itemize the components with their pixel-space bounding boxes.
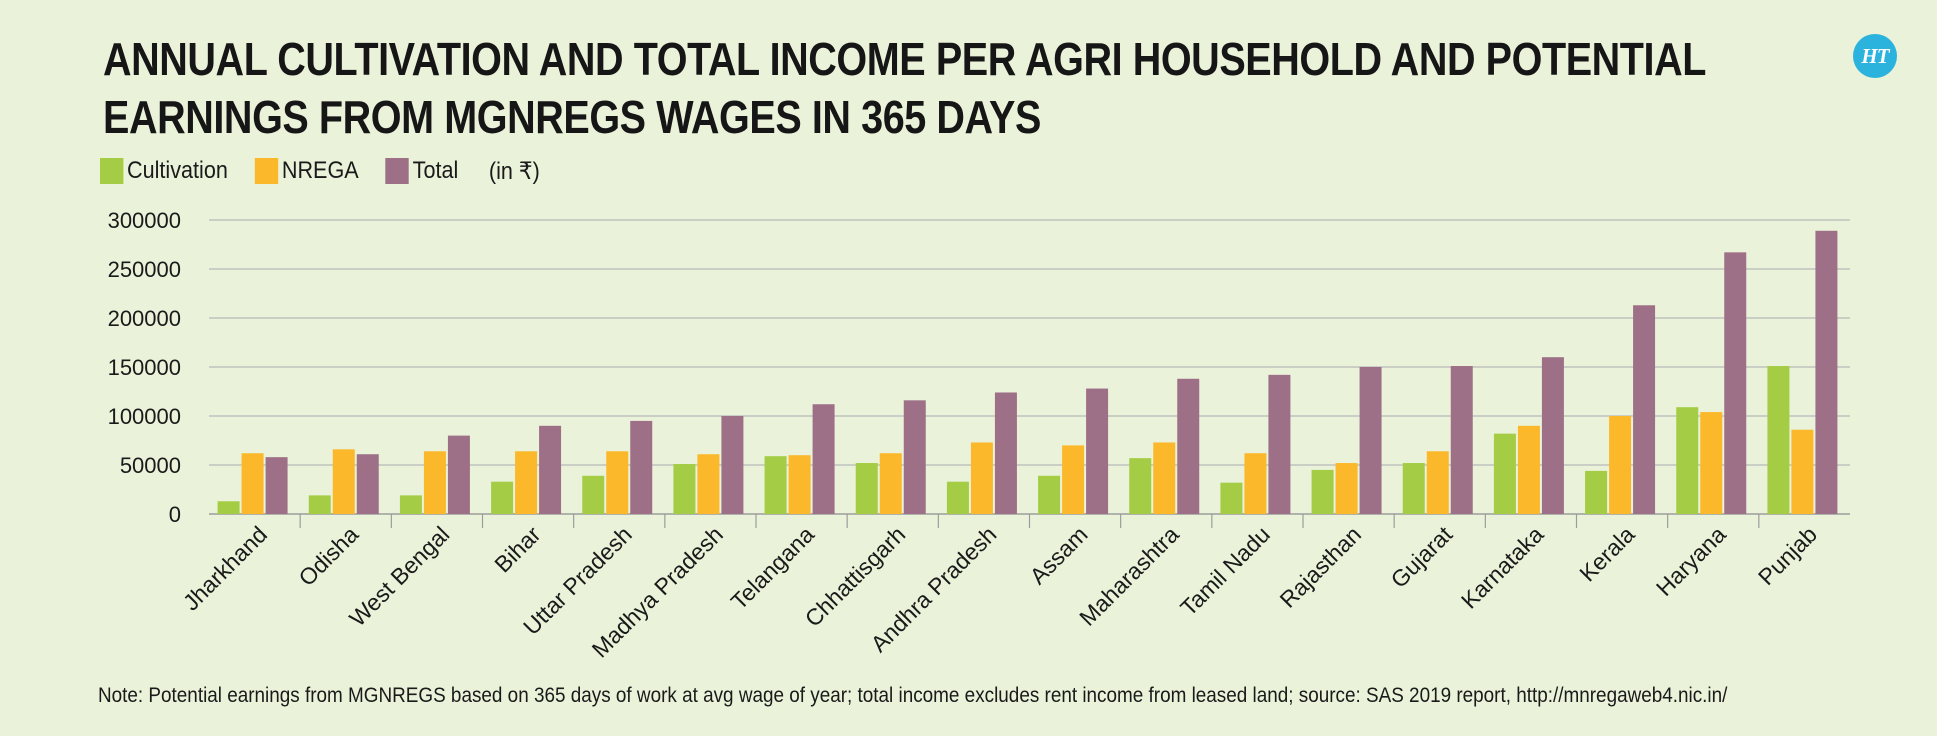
ht-logo: HT	[1853, 34, 1897, 78]
x-tick-label-telangana: Telangana	[726, 521, 820, 615]
chart-title: ANNUAL CULTIVATION AND TOTAL INCOME PER …	[103, 30, 1706, 146]
x-tick-label-jharkhand: Jharkhand	[178, 521, 272, 615]
bar-nrega-rajasthan	[1335, 463, 1358, 514]
bar-cultivation-telangana	[764, 456, 787, 514]
bar-cultivation-gujarat	[1402, 463, 1425, 514]
bar-total-maharashtra	[1177, 378, 1200, 514]
x-tick-label-bihar: Bihar	[489, 521, 546, 578]
x-tick-label-gujarat: Gujarat	[1386, 521, 1458, 593]
bar-total-tamil-nadu	[1268, 374, 1291, 514]
x-tick-label-punjab: Punjab	[1753, 521, 1822, 590]
x-tick-label-odisha: Odisha	[293, 521, 363, 591]
bar-total-kerala	[1633, 305, 1656, 514]
bar-total-west-bengal	[447, 435, 470, 514]
legend-swatch-nrega	[254, 158, 279, 184]
bar-nrega-chhattisgarh	[879, 453, 902, 514]
x-tick-label-tamil-nadu: Tamil Nadu	[1175, 521, 1275, 621]
bar-total-madhya-pradesh	[721, 416, 744, 514]
bar-cultivation-tamil-nadu	[1220, 482, 1243, 514]
bar-nrega-jharkhand	[241, 453, 264, 514]
bar-cultivation-kerala	[1585, 470, 1608, 514]
bar-cultivation-rajasthan	[1311, 469, 1334, 514]
bar-nrega-kerala	[1609, 416, 1632, 514]
bar-cultivation-odisha	[308, 495, 331, 514]
bar-cultivation-karnataka	[1493, 433, 1516, 514]
y-tick-label-300000: 300000	[108, 208, 181, 233]
y-tick-label-0: 0	[169, 502, 181, 527]
y-tick-label-150000: 150000	[108, 355, 181, 380]
legend-item-total: Total	[385, 157, 459, 185]
bar-nrega-madhya-pradesh	[697, 454, 720, 514]
bar-total-assam	[1086, 388, 1109, 514]
bar-cultivation-jharkhand	[217, 501, 240, 514]
chart-title-line-1: ANNUAL CULTIVATION AND TOTAL INCOME PER …	[103, 33, 1706, 85]
bar-cultivation-madhya-pradesh	[673, 464, 696, 514]
bar-cultivation-punjab	[1767, 366, 1790, 514]
x-tick-label-haryana: Haryana	[1651, 521, 1731, 601]
bar-nrega-bihar	[515, 451, 538, 514]
bar-nrega-west-bengal	[423, 451, 446, 514]
legend-item-cultivation: Cultivation	[100, 157, 228, 185]
footnote: Note: Potential earnings from MGNREGS ba…	[98, 684, 1728, 707]
bar-cultivation-andhra-pradesh	[946, 481, 969, 514]
bar-chart: 0 50000 100000 150000 200000 250000 300000 Jhar…	[108, 208, 1850, 662]
y-tick-label-50000: 50000	[120, 453, 181, 478]
x-tick-label-kerala: Kerala	[1574, 521, 1640, 587]
chart-legend: Cultivation NREGA Total (in ₹)	[100, 156, 540, 186]
bar-cultivation-maharashtra	[1129, 458, 1152, 514]
legend-label-nrega: NREGA	[281, 157, 359, 184]
bar-nrega-assam	[1062, 445, 1085, 514]
bar-nrega-punjab	[1791, 429, 1814, 514]
bar-nrega-haryana	[1700, 412, 1723, 514]
bar-total-bihar	[539, 425, 562, 514]
bar-nrega-tamil-nadu	[1244, 453, 1267, 514]
bar-total-telangana	[812, 404, 835, 514]
bar-nrega-uttar-pradesh	[606, 451, 629, 514]
bar-total-chhattisgarh	[903, 400, 926, 514]
bar-nrega-karnataka	[1517, 425, 1540, 514]
legend-swatch-total	[385, 158, 410, 184]
bar-cultivation-uttar-pradesh	[582, 475, 605, 514]
y-tick-label-250000: 250000	[108, 257, 181, 282]
legend-label-total: Total	[412, 157, 459, 184]
bar-nrega-gujarat	[1426, 451, 1449, 514]
bar-total-haryana	[1724, 252, 1747, 514]
bar-total-gujarat	[1450, 366, 1473, 514]
y-tick-label-100000: 100000	[108, 404, 181, 429]
bar-total-rajasthan	[1359, 367, 1382, 514]
bar-total-jharkhand	[265, 457, 288, 514]
bar-cultivation-chhattisgarh	[855, 463, 878, 514]
bar-nrega-maharashtra	[1153, 442, 1176, 514]
chart-title-line-2: EARNINGS FROM MGNREGS WAGES IN 365 DAYS	[103, 91, 1041, 143]
x-tick-label-assam: Assam	[1025, 521, 1093, 589]
bar-nrega-telangana	[788, 455, 811, 514]
bar-total-uttar-pradesh	[630, 420, 653, 514]
legend-label-cultivation: Cultivation	[127, 157, 228, 184]
bar-total-karnataka	[1541, 357, 1564, 514]
bar-cultivation-assam	[1038, 475, 1061, 514]
unit-label: (in ₹)	[488, 157, 540, 185]
legend-item-nrega: NREGA	[254, 157, 359, 185]
x-tick-label-karnataka: Karnataka	[1456, 521, 1549, 614]
bar-nrega-odisha	[332, 449, 355, 514]
bar-cultivation-west-bengal	[399, 495, 422, 514]
x-tick-label-rajasthan: Rajasthan	[1274, 521, 1366, 613]
bar-cultivation-bihar	[491, 481, 514, 514]
y-tick-label-200000: 200000	[108, 306, 181, 331]
bar-nrega-andhra-pradesh	[970, 442, 993, 514]
bar-total-odisha	[356, 454, 379, 514]
bar-total-punjab	[1815, 230, 1838, 514]
bar-total-andhra-pradesh	[994, 392, 1017, 514]
bar-cultivation-haryana	[1676, 407, 1699, 514]
legend-swatch-cultivation	[100, 158, 124, 184]
